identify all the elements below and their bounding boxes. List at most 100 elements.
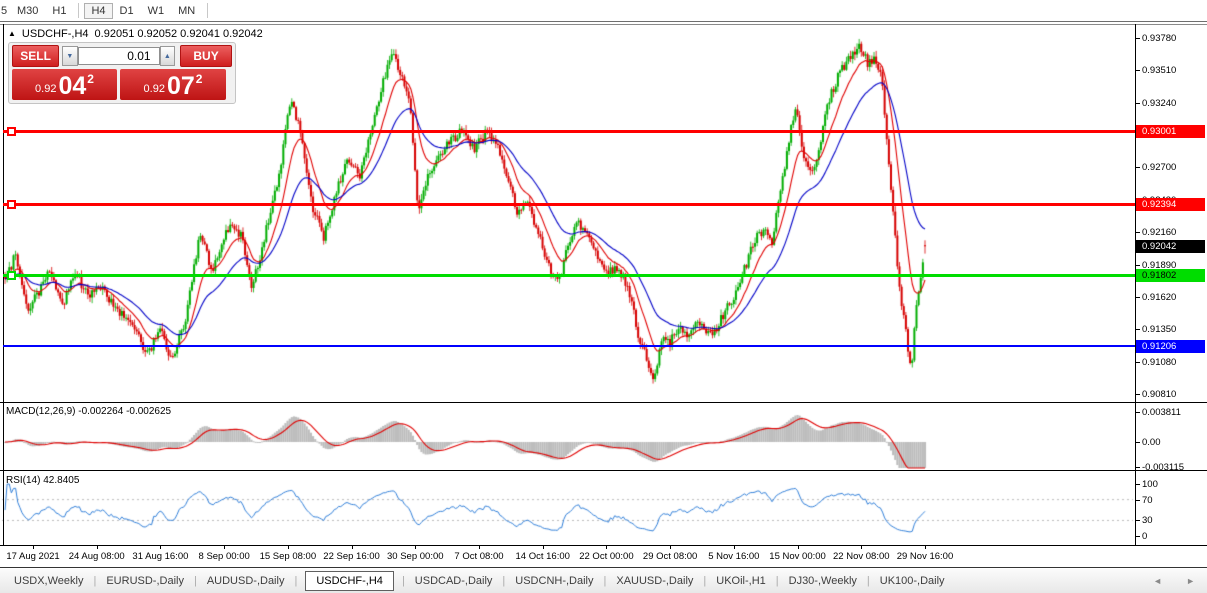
price-axis-line xyxy=(1135,24,1136,546)
time-tick-label: 22 Nov 08:00 xyxy=(833,551,890,562)
price-chart-canvas[interactable] xyxy=(0,24,1135,546)
sell-price-display[interactable]: 0.92 04 2 xyxy=(12,69,117,100)
time-tick-label: 8 Sep 00:00 xyxy=(198,551,250,562)
horizontal-price-line[interactable] xyxy=(3,345,1135,348)
time-tick-label: 24 Aug 08:00 xyxy=(68,551,125,562)
chevron-down-icon: ▼ xyxy=(66,52,74,60)
tab-separator: | xyxy=(93,575,97,587)
horizontal-price-line[interactable] xyxy=(3,129,1135,133)
chart-header: ▲ USDCHF-,H4 0.92051 0.92052 0.92041 0.9… xyxy=(8,28,263,40)
time-tick-label: 5 Nov 16:00 xyxy=(708,551,760,562)
timeframe-toolbar: 5 M30 H1 H4 D1 W1 MN xyxy=(0,0,1207,21)
time-tick-mark xyxy=(542,546,544,549)
chart-tab-usdchf-h4[interactable]: USDCHF-,H4 xyxy=(305,571,394,591)
price-tag: 0.91802 xyxy=(1136,268,1205,282)
buy-button[interactable]: BUY xyxy=(180,45,233,67)
price-tick-label: 0.93240 xyxy=(1135,97,1177,109)
time-tick-label: 30 Sep 00:00 xyxy=(387,551,444,562)
sell-price-big-digits: 04 xyxy=(58,72,87,100)
time-tick-label: 15 Nov 00:00 xyxy=(769,551,826,562)
hline-drag-marker[interactable] xyxy=(7,270,16,280)
timeframe-button-D1[interactable]: D1 xyxy=(119,4,134,17)
macd-scale-label: -0.003115 xyxy=(1135,461,1185,473)
chart-tab-eurusd-daily[interactable]: EURUSD-,Daily xyxy=(106,575,184,587)
tab-separator: | xyxy=(866,575,870,587)
timeframe-button-H4[interactable]: H4 xyxy=(84,2,113,19)
price-tick-label: 0.93510 xyxy=(1135,65,1177,77)
chart-tab-ukoil-h1[interactable]: UKOil-,H1 xyxy=(716,575,766,587)
chart-tab-xauusd-daily[interactable]: XAUUSD-,Daily xyxy=(616,575,694,587)
chart-left-border xyxy=(3,24,4,546)
tabs-scroll-right-icon[interactable]: ► xyxy=(1186,576,1195,586)
time-tick-mark xyxy=(478,546,480,549)
rsi-scale-label: 70 xyxy=(1136,494,1153,506)
time-axis[interactable]: 17 Aug 2021 24 Aug 08:00 31 Aug 16:00 8 Sep… xyxy=(0,546,1207,568)
sell-price-prefix: 0.92 xyxy=(35,83,57,95)
tab-separator: | xyxy=(775,575,779,587)
price-tick-label: 0.92160 xyxy=(1135,227,1177,239)
chart-tab-usdcad-daily[interactable]: USDCAD-,Daily xyxy=(414,575,493,587)
price-tick-label: 0.91080 xyxy=(1135,356,1177,368)
time-tick-mark xyxy=(924,546,926,549)
buy-price-big-digits: 07 xyxy=(166,72,195,100)
timeframe-button-5[interactable]: 5 xyxy=(1,4,8,17)
toolbar-group-separator xyxy=(207,3,209,18)
horizontal-price-line[interactable] xyxy=(3,202,1135,206)
hline-drag-marker[interactable] xyxy=(7,126,16,136)
chart-tab-dj30-weekly[interactable]: DJ30-,Weekly xyxy=(788,575,857,587)
price-tick-label: 0.91890 xyxy=(1135,259,1177,271)
chart-tab-usdcnh-daily[interactable]: USDCNH-,Daily xyxy=(515,575,594,587)
main-macd-splitter[interactable] xyxy=(0,402,1207,403)
tab-separator: | xyxy=(401,575,405,587)
collapse-arrow-icon[interactable]: ▲ xyxy=(8,29,16,38)
price-axis[interactable]: 0.937800.935100.932400.929700.927000.924… xyxy=(1135,24,1207,546)
timeframe-button-MN[interactable]: MN xyxy=(178,4,196,17)
trade-controls-row: SELL ▼ ▲ BUY xyxy=(12,45,233,67)
chart-symbol-period: USDCHF-,H4 xyxy=(21,28,89,40)
macd-rsi-splitter[interactable] xyxy=(0,470,1207,471)
timeframe-button-M30[interactable]: M30 xyxy=(17,4,39,17)
trade-price-row: 0.92 04 2 0.92 07 2 xyxy=(12,69,232,100)
chevron-up-icon: ▲ xyxy=(163,52,171,60)
tabs-scroll-left-icon[interactable]: ◄ xyxy=(1153,576,1163,586)
chart-tab-uk100-daily[interactable]: UK100-,Daily xyxy=(879,575,945,587)
time-tick-mark xyxy=(351,546,353,549)
hline-drag-marker[interactable] xyxy=(7,199,16,209)
time-tick-label: 7 Oct 08:00 xyxy=(454,551,504,562)
volume-increase-button[interactable]: ▲ xyxy=(159,46,176,66)
time-tick-mark xyxy=(33,546,34,549)
price-tick-label: 0.91620 xyxy=(1135,291,1177,303)
horizontal-price-line[interactable] xyxy=(3,273,1135,277)
time-tick-mark xyxy=(606,546,608,549)
sell-price-superscript: 2 xyxy=(87,72,94,86)
time-tick-mark xyxy=(861,546,863,549)
rsi-indicator-label: RSI(14) 42.8405 xyxy=(6,475,80,486)
sell-button[interactable]: SELL xyxy=(12,45,60,67)
time-tick-label: 29 Oct 08:00 xyxy=(642,551,698,562)
chart-tab-usdx-weekly[interactable]: USDX,Weekly xyxy=(14,575,84,587)
rsi-scale-label: 0 xyxy=(1135,531,1148,543)
rsi-scale-label: 30 xyxy=(1136,515,1153,527)
time-tick-label: 22 Sep 16:00 xyxy=(323,551,380,562)
volume-decrease-button[interactable]: ▼ xyxy=(62,46,78,66)
time-tick-label: 31 Aug 16:00 xyxy=(132,551,189,562)
price-tick-label: 0.92700 xyxy=(1135,162,1177,174)
buy-price-prefix: 0.92 xyxy=(143,83,165,95)
chart-tab-audusd-daily[interactable]: AUDUSD-,Daily xyxy=(206,575,285,587)
tab-separator: | xyxy=(703,575,707,587)
time-tick-mark xyxy=(287,546,289,549)
time-tick-mark xyxy=(96,546,98,549)
volume-input[interactable] xyxy=(77,47,160,65)
price-tag: 0.91206 xyxy=(1136,339,1205,353)
time-tick-label: 14 Oct 16:00 xyxy=(515,551,570,562)
timeframe-button-H1[interactable]: H1 xyxy=(52,4,67,17)
time-tick-label: 17 Aug 2021 xyxy=(6,551,60,562)
tab-separator: | xyxy=(603,575,607,587)
price-tick-label: 0.93780 xyxy=(1135,33,1177,44)
time-tick-label: 22 Oct 00:00 xyxy=(579,551,634,562)
buy-price-display[interactable]: 0.92 07 2 xyxy=(120,69,226,100)
toolbar-group-separator xyxy=(78,3,80,18)
timeframe-button-W1[interactable]: W1 xyxy=(147,4,165,17)
price-tick-label: 0.90810 xyxy=(1135,388,1177,400)
chart-tabs-bar: USDX,Weekly | EURUSD-,Daily | AUDUSD-,Daily |… xyxy=(0,569,1207,593)
